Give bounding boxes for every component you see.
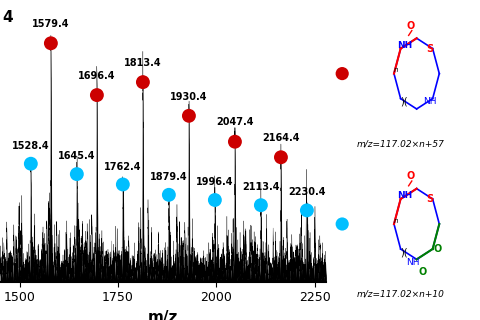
Text: 1696.4: 1696.4	[78, 71, 116, 81]
Text: 1930.4: 1930.4	[170, 92, 208, 101]
Text: 1813.4: 1813.4	[124, 58, 162, 68]
Text: NH: NH	[397, 191, 412, 200]
Point	[338, 71, 346, 76]
Text: 1879.4: 1879.4	[150, 172, 188, 182]
Text: O: O	[419, 267, 427, 277]
X-axis label: m/z: m/z	[148, 310, 179, 320]
Point	[139, 80, 147, 85]
Text: 1579.4: 1579.4	[32, 19, 70, 29]
Text: )(: )(	[400, 247, 408, 257]
Text: O: O	[433, 244, 442, 254]
Text: O: O	[406, 21, 414, 31]
Text: NH: NH	[397, 41, 412, 50]
Point	[231, 139, 239, 144]
Point	[47, 41, 55, 46]
Point	[119, 182, 127, 187]
Text: 2113.4: 2113.4	[242, 182, 280, 192]
Text: 4: 4	[2, 10, 13, 25]
Text: n: n	[393, 68, 398, 73]
Text: m/z=117.02×n+57: m/z=117.02×n+57	[357, 140, 445, 148]
Text: 2230.4: 2230.4	[288, 188, 325, 197]
Text: 1645.4: 1645.4	[58, 151, 96, 161]
Text: 1996.4: 1996.4	[196, 177, 234, 187]
Point	[93, 92, 101, 98]
Text: )(: )(	[400, 97, 408, 107]
Text: NH: NH	[406, 258, 420, 267]
Text: m/z=117.02×n+10: m/z=117.02×n+10	[357, 290, 445, 299]
Point	[257, 203, 265, 208]
Text: 1528.4: 1528.4	[12, 141, 49, 151]
Point	[303, 208, 311, 213]
Point	[73, 172, 81, 177]
Point	[338, 221, 346, 227]
Point	[185, 113, 193, 118]
Point	[211, 197, 219, 203]
Point	[277, 155, 285, 160]
Text: O: O	[406, 171, 414, 181]
Point	[165, 192, 173, 197]
Text: NH: NH	[423, 97, 436, 106]
Text: n: n	[393, 218, 398, 224]
Point	[27, 161, 35, 166]
Text: 2047.4: 2047.4	[216, 117, 253, 127]
Text: 2164.4: 2164.4	[262, 133, 300, 143]
Text: 1762.4: 1762.4	[104, 162, 142, 172]
Text: S: S	[426, 194, 433, 204]
Text: S: S	[426, 44, 433, 53]
